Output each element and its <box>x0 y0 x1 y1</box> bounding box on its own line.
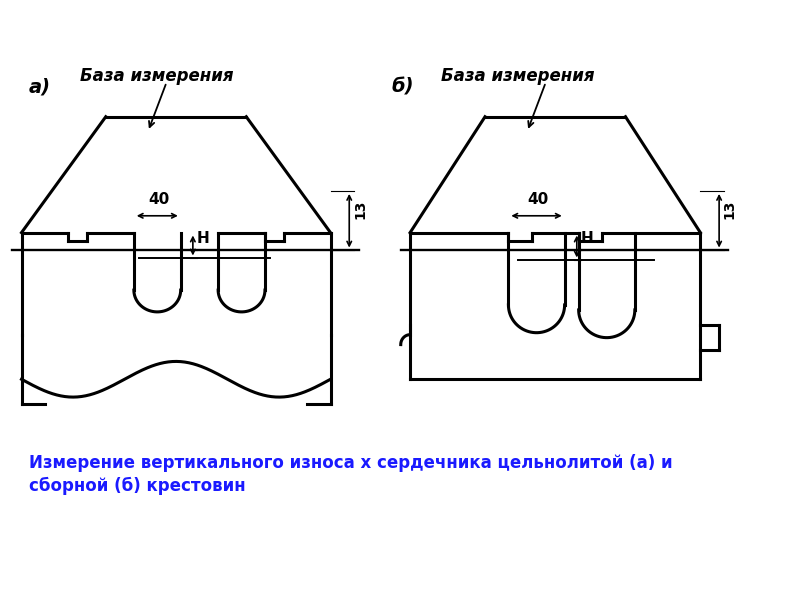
Text: Измерение вертикального износа х сердечника цельнолитой (а) и
сборной (б) кресто: Измерение вертикального износа х сердечн… <box>29 454 673 496</box>
Text: 40: 40 <box>148 192 169 207</box>
Text: 40: 40 <box>527 192 549 207</box>
Text: 13: 13 <box>353 199 367 219</box>
Text: База измерения: База измерения <box>441 67 594 85</box>
Text: 13: 13 <box>723 199 737 219</box>
Text: Н: Н <box>197 230 210 245</box>
Text: а): а) <box>29 77 51 96</box>
Text: Н: Н <box>581 230 594 245</box>
Text: б): б) <box>391 77 414 96</box>
Text: База измерения: База измерения <box>79 67 233 85</box>
